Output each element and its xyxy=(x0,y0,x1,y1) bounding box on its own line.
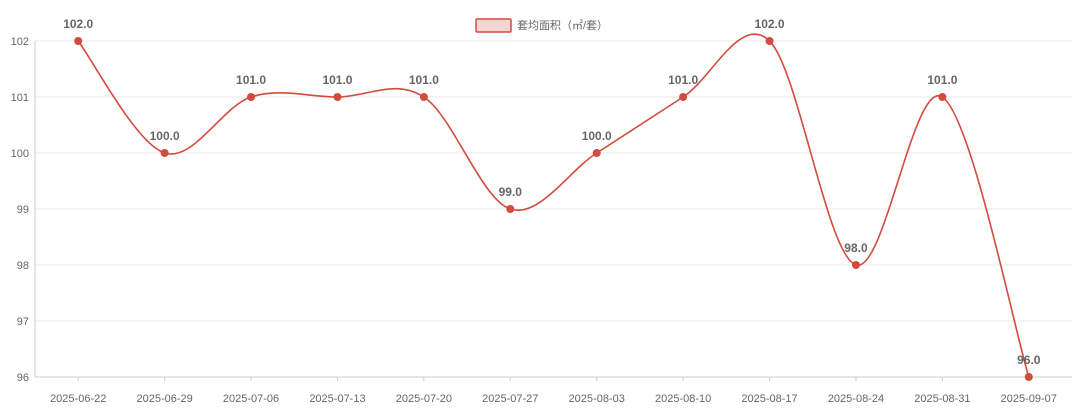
data-label: 101.0 xyxy=(322,73,352,87)
data-point[interactable] xyxy=(247,93,256,101)
y-tick-labels: 96 97 98 99 100 101 102 xyxy=(11,36,29,384)
series-line-layer xyxy=(77,33,1030,378)
axes xyxy=(34,41,1072,381)
data-point[interactable] xyxy=(506,205,515,213)
data-label: 102.0 xyxy=(63,17,93,31)
data-label: 99.0 xyxy=(499,185,523,199)
data-point[interactable] xyxy=(160,149,169,157)
legend[interactable]: 套均面积（㎡/套） xyxy=(475,18,608,33)
y-tick-label: 98 xyxy=(17,260,29,272)
y-tick-label: 96 xyxy=(17,372,29,384)
y-tick-label: 101 xyxy=(11,92,29,104)
data-label: 102.0 xyxy=(755,17,785,31)
data-points xyxy=(74,37,1033,381)
data-point[interactable] xyxy=(851,261,860,269)
x-tick-label: 2025-08-17 xyxy=(741,393,797,405)
y-tick-label: 100 xyxy=(11,148,29,160)
data-point[interactable] xyxy=(679,93,688,101)
data-point[interactable] xyxy=(419,93,428,101)
data-point[interactable] xyxy=(592,149,601,157)
gridlines xyxy=(35,40,1072,378)
x-tick-label: 2025-06-29 xyxy=(136,393,192,405)
data-label: 101.0 xyxy=(668,73,698,87)
data-label: 101.0 xyxy=(409,73,439,87)
x-tick-label: 2025-07-20 xyxy=(396,393,452,405)
y-tick-label: 97 xyxy=(17,316,29,328)
data-point[interactable] xyxy=(74,37,83,45)
series-line xyxy=(77,33,1030,378)
x-tick-label: 2025-07-13 xyxy=(309,393,365,405)
data-label: 100.0 xyxy=(150,129,180,143)
data-labels: 102.0 100.0 101.0 101.0 101.0 99.0 100.0 101.0 1… xyxy=(63,17,1041,367)
data-point[interactable] xyxy=(1024,373,1033,381)
data-label: 101.0 xyxy=(927,73,957,87)
x-tick-label: 2025-09-07 xyxy=(1001,393,1057,405)
y-tick-label: 102 xyxy=(11,36,29,48)
data-label: 96.0 xyxy=(1017,353,1041,367)
x-tick-label: 2025-07-06 xyxy=(223,393,279,405)
y-tick-label: 99 xyxy=(17,204,29,216)
data-label: 101.0 xyxy=(236,73,266,87)
data-point[interactable] xyxy=(765,37,774,45)
data-point[interactable] xyxy=(333,93,342,101)
data-label: 100.0 xyxy=(582,129,612,143)
legend-swatch xyxy=(475,18,512,33)
legend-label: 套均面积（㎡/套） xyxy=(517,19,608,32)
x-tick-label: 2025-08-10 xyxy=(655,393,711,405)
x-tick-label: 2025-08-03 xyxy=(569,393,625,405)
x-tick-labels: 2025-06-22 2025-06-29 2025-07-06 2025-07-13… xyxy=(50,393,1057,405)
x-tick-label: 2025-08-31 xyxy=(914,393,970,405)
data-point[interactable] xyxy=(938,93,947,101)
x-tick-label: 2025-06-22 xyxy=(50,393,106,405)
x-tick-label: 2025-08-24 xyxy=(828,393,884,405)
data-label: 98.0 xyxy=(844,241,868,255)
x-tick-label: 2025-07-27 xyxy=(482,393,538,405)
